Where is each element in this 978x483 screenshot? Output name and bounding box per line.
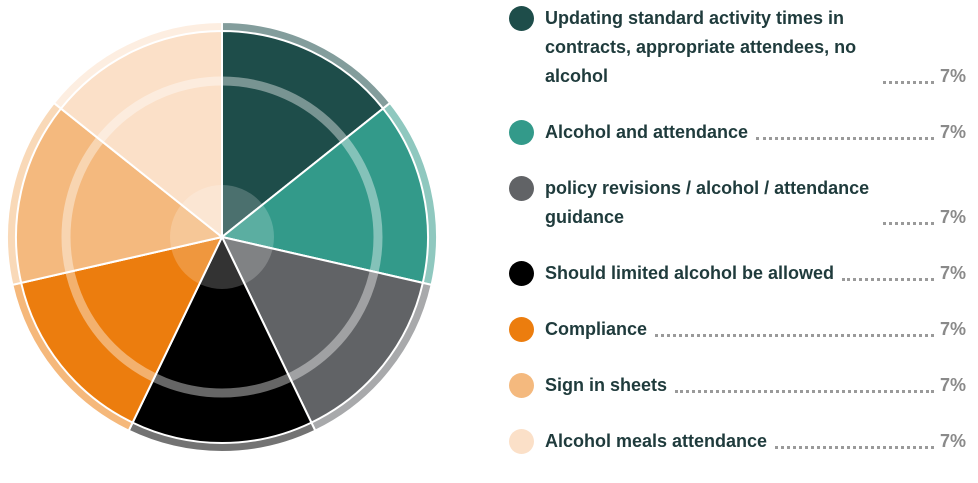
inner-ring [61, 76, 383, 398]
slice [131, 234, 313, 444]
legend: Updating standard activity times in cont… [508, 4, 966, 483]
legend-label: policy revisions / alcohol / attendance … [545, 178, 870, 227]
value-label: 7% [939, 207, 966, 227]
slice [19, 235, 224, 424]
value-label: 7% [939, 122, 966, 142]
pie-chart [6, 20, 438, 453]
legend-item: Should limited alcohol be allowed 7% [508, 259, 966, 288]
leader-dots [775, 446, 934, 449]
slice [15, 107, 225, 285]
legend-item: policy revisions / alcohol / attendance … [508, 174, 966, 232]
legend-label: Sign in sheets [545, 375, 668, 395]
legend-item: Sign in sheets 7% [508, 371, 966, 400]
legend-marker [509, 373, 534, 398]
legend-label: Updating standard activity times in cont… [545, 8, 857, 86]
leader-dots [842, 278, 934, 281]
center-disc [170, 185, 274, 289]
slice [220, 235, 425, 424]
legend-marker [509, 6, 534, 31]
legend-item: Alcohol and attendance 7% [508, 118, 966, 147]
leader-dots [675, 390, 934, 393]
legend-marker [509, 176, 534, 201]
slice [219, 107, 429, 285]
slice [221, 29, 385, 240]
page: Updating standard activity times in cont… [6, 6, 966, 454]
legend-marker [509, 317, 534, 342]
legend-marker [509, 429, 534, 454]
leader-dots [655, 334, 934, 337]
value-label: 7% [939, 319, 966, 339]
leader-dots [883, 81, 934, 84]
legend-label: Compliance [545, 319, 648, 339]
legend-label: Should limited alcohol be allowed [545, 263, 835, 283]
value-label: 7% [939, 66, 966, 86]
slice [59, 29, 223, 240]
legend-label: Alcohol meals attendance [545, 431, 768, 451]
leader-dots [756, 137, 934, 140]
legend-item: Alcohol meals attendance 7% [508, 427, 966, 456]
legend-item: Updating standard activity times in cont… [508, 4, 966, 91]
value-label: 7% [939, 375, 966, 395]
value-label: 7% [939, 263, 966, 283]
legend-item: Compliance 7% [508, 315, 966, 344]
value-label: 7% [939, 431, 966, 451]
legend-marker [509, 120, 534, 145]
leader-dots [883, 222, 934, 225]
legend-label: Alcohol and attendance [545, 122, 749, 142]
legend-marker [509, 261, 534, 286]
